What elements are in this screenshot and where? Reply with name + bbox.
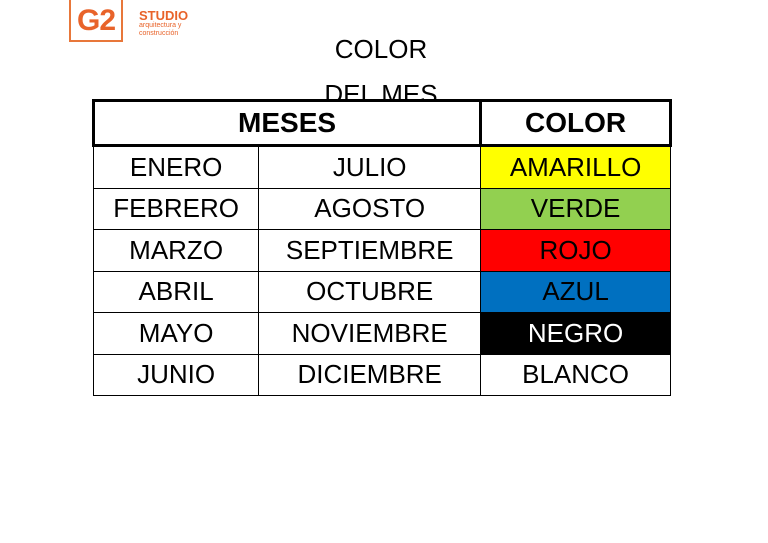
- color-cell: NEGRO: [480, 312, 671, 355]
- month-cell: JULIO: [258, 145, 482, 189]
- month-cell: NOVIEMBRE: [258, 312, 482, 355]
- color-cell: VERDE: [480, 187, 671, 230]
- table-row: JUNIO DICIEMBRE BLANCO: [92, 353, 671, 396]
- table-row: MARZO SEPTIEMBRE ROJO: [92, 229, 671, 272]
- table-row: FEBRERO AGOSTO VERDE: [92, 187, 671, 230]
- month-cell: AGOSTO: [258, 187, 482, 230]
- logo-frame: [69, 0, 123, 42]
- month-cell: JUNIO: [92, 353, 260, 396]
- header-months: MESES: [91, 99, 483, 147]
- month-cell: MARZO: [92, 229, 260, 272]
- color-cell: AMARILLO: [480, 145, 671, 189]
- logo-name: STUDIO: [139, 8, 189, 23]
- header-color: COLOR: [479, 99, 672, 147]
- logo-tagline: arquitectura y construcción: [139, 22, 182, 37]
- logo-mark: G2: [77, 4, 116, 37]
- month-cell: FEBRERO: [92, 187, 260, 230]
- month-cell: OCTUBRE: [258, 270, 482, 313]
- month-cell: SEPTIEMBRE: [258, 229, 482, 272]
- table-row: ABRIL OCTUBRE AZUL: [92, 270, 671, 313]
- month-color-table: MESES COLOR ENERO JULIO AMARILLO FEBRERO AGO…: [91, 99, 672, 396]
- color-cell: ROJO: [480, 229, 671, 272]
- title-line-1: COLOR: [334, 34, 428, 64]
- color-cell: BLANCO: [480, 353, 671, 396]
- header-row: MESES COLOR: [91, 99, 672, 147]
- month-cell: ABRIL: [92, 270, 260, 313]
- month-cell: DICIEMBRE: [258, 353, 482, 396]
- g2-studio-logo: G2 STUDIO arquitectura y construcción: [69, 0, 189, 44]
- month-cell: MAYO: [92, 312, 260, 355]
- table-row: ENERO JULIO AMARILLO: [92, 145, 671, 189]
- table-row: MAYO NOVIEMBRE NEGRO: [92, 312, 671, 355]
- month-cell: ENERO: [92, 145, 260, 189]
- color-cell: AZUL: [480, 270, 671, 313]
